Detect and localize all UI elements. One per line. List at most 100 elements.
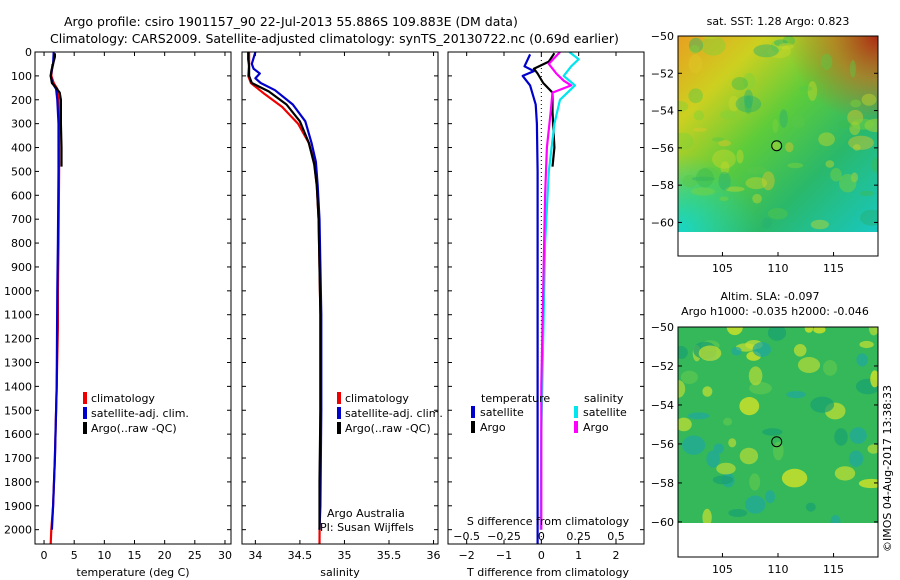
- sst-texture-blob: [718, 171, 731, 191]
- sst-texture-blob: [746, 166, 768, 175]
- x2-tick-label: 0: [538, 530, 545, 543]
- sla-texture-blob: [762, 428, 783, 436]
- sla-texture-blob: [859, 340, 874, 349]
- sst-texture-blob: [861, 93, 877, 106]
- sst-texture-blob: [745, 177, 768, 190]
- sst-texture-blob: [743, 89, 754, 109]
- sst-texture-blob: [682, 174, 698, 188]
- x-tick-label: 36: [427, 549, 441, 562]
- sst-texture-blob: [700, 36, 726, 56]
- figure-title: Argo profile: csiro 1901157_90 22-Jul-20…: [64, 14, 518, 29]
- x-tick-label: 10: [97, 549, 111, 562]
- imos-credit: ©IMOS 04-Aug-2017 13:38:33: [881, 385, 894, 552]
- map-y-tick-label: −60: [651, 216, 674, 229]
- sst-texture-blob: [825, 160, 835, 168]
- sla-texture-blob: [834, 466, 856, 481]
- sla-field: [678, 327, 878, 523]
- x-tick-label: −1: [496, 549, 512, 562]
- sla-texture-blob: [867, 444, 878, 454]
- y-tick-label: 1500: [4, 404, 32, 417]
- y-tick-label: 900: [11, 261, 32, 274]
- temperature-xlabel: temperature (deg C): [76, 566, 189, 579]
- sst-texture-blob: [774, 39, 788, 47]
- sst-texture-blob: [753, 44, 779, 58]
- sla-texture-blob: [813, 327, 826, 334]
- map-y-tick-label: −52: [651, 67, 674, 80]
- map-x-tick-label: 110: [768, 262, 789, 275]
- sla-texture-blob: [870, 370, 878, 388]
- legend-label-satellite-adj: satellite-adj. clim.: [91, 407, 189, 420]
- x-tick-label: 1: [575, 549, 582, 562]
- y-tick-label: 1100: [4, 309, 32, 322]
- sst-texture-blob: [851, 172, 858, 183]
- sst-texture-blob: [761, 217, 772, 229]
- sla-texture-blob: [712, 475, 734, 485]
- sst-texture-blob: [695, 168, 714, 188]
- series-line-salinity-argo: [540, 52, 573, 530]
- sla-texture-blob: [765, 490, 776, 504]
- sst-texture-blob: [830, 168, 842, 182]
- sst-texture-blob: [791, 115, 805, 129]
- x-tick-label: −2: [459, 549, 475, 562]
- sla-texture-blob: [713, 443, 724, 454]
- sst-texture-blob: [785, 142, 794, 153]
- sst-texture-blob: [771, 40, 783, 53]
- figure-subtitle: Climatology: CARS2009. Satellite-adjuste…: [50, 31, 619, 46]
- series-line-salinity-satellite: [539, 52, 580, 530]
- legend-swatch-satellite-adj: [83, 407, 87, 419]
- map-x-tick-label: 110: [768, 563, 789, 576]
- sla-map-subtitle: Argo h1000: -0.035 h2000: -0.046: [681, 305, 869, 318]
- sla-texture-blob: [731, 346, 742, 356]
- sla-texture-blob: [810, 396, 835, 413]
- sla-texture-blob: [868, 327, 878, 336]
- y-tick-label: 0: [25, 46, 32, 59]
- sst-texture-blob: [871, 157, 878, 173]
- legend-label-temp-satellite: satellite: [480, 406, 524, 419]
- sla-texture-blob: [749, 473, 761, 491]
- x2-tick-label: −0.5: [453, 530, 480, 543]
- temperature-plot-frame: [34, 51, 232, 545]
- sla-texture-blob: [728, 438, 737, 448]
- sst-texture-blob: [698, 167, 719, 182]
- sla-texture-blob: [678, 417, 692, 432]
- legend-title-salinity: salinity: [584, 392, 624, 405]
- salinity-xlabel: salinity: [320, 566, 360, 579]
- map-y-tick-label: −50: [651, 321, 674, 334]
- sst-texture-blob: [807, 81, 818, 101]
- temperature-panel: 0100200300400500600700800900100011001200…: [4, 46, 232, 579]
- sla-texture-blob: [793, 344, 807, 357]
- sla-texture-blob: [678, 380, 686, 398]
- sst-texture-blob: [767, 44, 792, 59]
- sla-texture-blob: [752, 342, 771, 357]
- sst-texture-blob: [847, 109, 864, 126]
- sst-texture-blob: [782, 36, 796, 46]
- legend-label-climatology: climatology: [345, 392, 409, 405]
- sst-texture-blob: [725, 186, 745, 192]
- sst-texture-blob: [768, 208, 788, 220]
- map-y-tick-label: −56: [651, 142, 674, 155]
- sst-texture-blob: [860, 190, 875, 196]
- y-tick-label: 1600: [4, 428, 32, 441]
- sla-texture-blob: [745, 495, 766, 514]
- legend-title-temperature: temperature: [481, 392, 550, 405]
- sla-texture-blob: [805, 502, 816, 512]
- map-y-tick-label: −54: [651, 105, 674, 118]
- x-tick-label: 25: [188, 549, 202, 562]
- y-tick-label: 600: [11, 189, 32, 202]
- map-y-tick-label: −54: [651, 399, 674, 412]
- legend-label-temp-argo: Argo: [480, 421, 506, 434]
- sla-texture-blob: [781, 468, 808, 488]
- legend-swatch-satellite-adj: [337, 407, 341, 419]
- sst-texture-blob: [712, 149, 736, 169]
- sla-texture-blob: [739, 397, 760, 416]
- sla-texture-blob: [830, 515, 841, 523]
- argo-position-marker: [771, 436, 783, 448]
- legend-swatch-climatology: [83, 392, 87, 404]
- y-tick-label: 1300: [4, 356, 32, 369]
- sst-texture-blob: [689, 45, 700, 54]
- y-tick-label: 300: [11, 118, 32, 131]
- y-tick-label: 2000: [4, 524, 32, 537]
- x2-tick-label: −0.25: [487, 530, 521, 543]
- sst-texture-blob: [851, 118, 875, 130]
- sst-texture-blob: [860, 209, 878, 226]
